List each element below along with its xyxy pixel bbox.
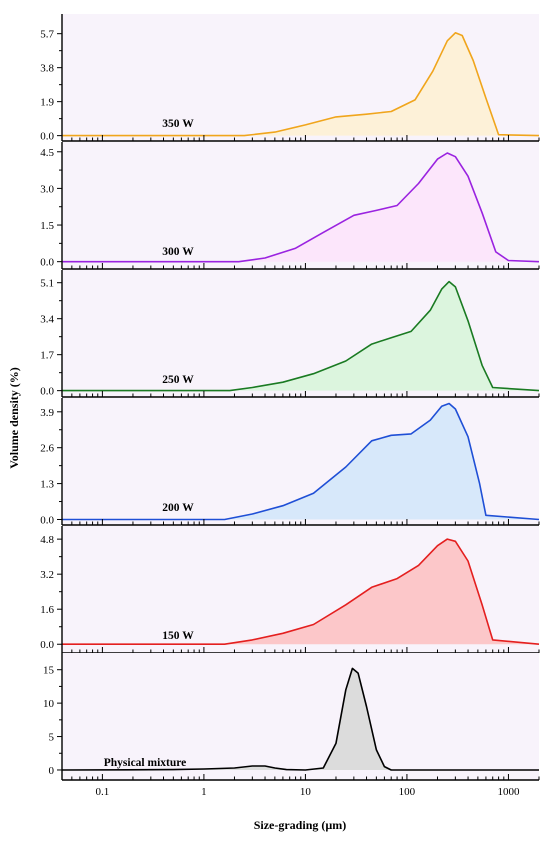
panel-5-series-line — [62, 538, 540, 645]
panel-1-y-tick-label: 5.7 — [40, 29, 54, 41]
panel-2-y-tick-label: 4.5 — [40, 147, 54, 159]
y-axis-title: Volume density (%) — [7, 367, 21, 469]
panel-2-series-label: 300 W — [162, 246, 194, 258]
panel-3-y-tick-label: 3.4 — [40, 314, 54, 326]
x-axis-title: Size-grading (µm) — [254, 818, 347, 832]
panel-5-area — [62, 539, 539, 645]
panel-6-y-tick-label: 0 — [49, 765, 55, 777]
panel-3-area — [62, 281, 539, 391]
panel-2-y-tick-label: 0.0 — [40, 257, 54, 269]
x-tick-label: 10 — [300, 786, 312, 798]
panel-1-y-tick-label: 1.9 — [40, 97, 54, 109]
panel-3-y-tick-label: 0.0 — [40, 386, 54, 398]
panel-4-y-tick-label: 1.3 — [40, 479, 54, 491]
panel-3-y-tick-label: 1.7 — [40, 350, 54, 362]
panel-2-series-line — [62, 152, 540, 263]
panel-2-area — [62, 153, 539, 262]
panel-3-y-tick-label: 5.1 — [40, 278, 54, 290]
x-tick-label: 0.1 — [96, 786, 110, 798]
panel-3-series-label: 250 W — [162, 374, 194, 386]
panel-2-y-tick-label: 3.0 — [40, 183, 54, 195]
x-tick-label: 100 — [399, 786, 416, 798]
panel-4-y-tick-label: 0.0 — [40, 514, 54, 526]
panel-5-y-tick-label: 4.8 — [40, 534, 54, 546]
panel-5-y-tick-label: 1.6 — [40, 604, 54, 616]
x-tick-label: 1000 — [497, 786, 520, 798]
panel-4-area — [62, 403, 539, 520]
panel-3-series-line — [62, 280, 540, 392]
panel-1-area — [62, 32, 539, 136]
panel-5-y-tick-label: 0.0 — [40, 639, 54, 651]
panel-4-y-tick-label: 2.6 — [40, 443, 54, 455]
panel-6-y-tick-label: 15 — [43, 665, 55, 677]
panel-1-series-label: 350 W — [162, 118, 194, 130]
panel-4-series-label: 200 W — [162, 502, 194, 514]
panel-4-series-line — [62, 402, 540, 521]
panel-6-background — [62, 653, 539, 780]
panel-6-series-label: Physical mixture — [104, 757, 187, 769]
panel-1-y-tick-label: 3.8 — [40, 63, 54, 75]
panel-5-series-label: 150 W — [162, 630, 194, 642]
panel-5-y-tick-label: 3.2 — [40, 569, 54, 581]
panel-1-series-line — [62, 31, 540, 137]
panel-2-y-tick-label: 1.5 — [40, 220, 54, 232]
panel-4-y-tick-label: 3.9 — [40, 407, 54, 419]
x-tick-label: 1 — [201, 786, 207, 798]
panel-6-series-line — [61, 667, 539, 771]
panel-6-y-tick-label: 10 — [43, 698, 55, 710]
chart-panels: 0.0 1.9 3.8 5.7 350 W 0.0 1.5 3.0 4.5 300 W 0.0 1.7… — [40, 14, 540, 798]
panel-1-y-tick-label: 0.0 — [40, 131, 54, 143]
panel-6-y-tick-label: 5 — [49, 732, 55, 744]
